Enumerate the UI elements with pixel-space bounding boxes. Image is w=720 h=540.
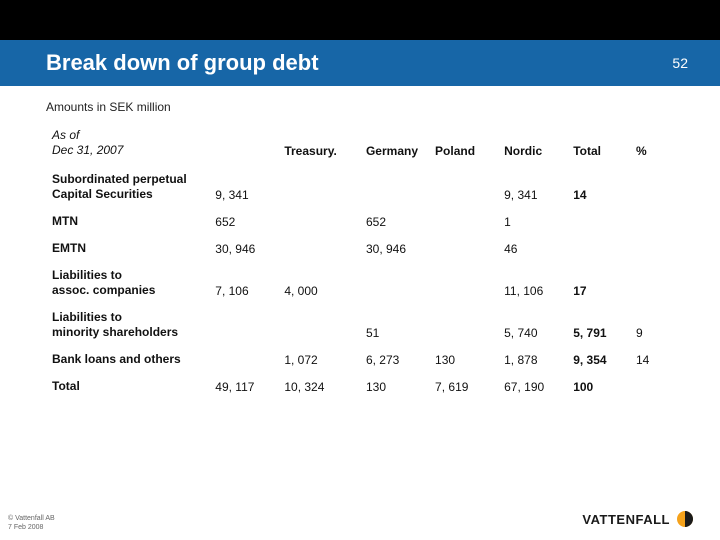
table-row: Liabilities tominority shareholders 51 5, … <box>46 304 674 346</box>
cell-pct: 14 <box>567 166 630 208</box>
asof-line1: As of <box>52 128 79 142</box>
subtitle: Amounts in SEK million <box>46 100 674 114</box>
cell-extra <box>630 235 674 262</box>
col-total: Total <box>567 124 630 166</box>
cell-extra: 9 <box>630 304 674 346</box>
col-germany: Germany <box>360 124 429 166</box>
cell-germany: 4, 000 <box>278 262 360 304</box>
page-number: 52 <box>672 55 688 71</box>
cell-germany <box>278 235 360 262</box>
cell-total: 11, 106 <box>498 262 567 304</box>
cell-pct <box>567 235 630 262</box>
row-label: EMTN <box>46 235 209 262</box>
col-treasury: Treasury. <box>278 124 360 166</box>
footer-right: VATTENFALL <box>582 508 696 530</box>
cell-total: 9, 341 <box>498 166 567 208</box>
cell-treasury <box>209 346 278 373</box>
top-black-bar <box>0 0 720 40</box>
footer-left: © Vattenfall AB 7 Feb 2008 <box>8 515 55 532</box>
row-label: Total <box>46 373 209 400</box>
cell-nordic: 7, 619 <box>429 373 498 400</box>
cell-extra <box>630 166 674 208</box>
cell-treasury <box>209 304 278 346</box>
table-row: Total49, 11710, 3241307, 61967, 190100 <box>46 373 674 400</box>
cell-pct: 5, 791 <box>567 304 630 346</box>
table-body: Subordinated perpetualCapital Securities… <box>46 166 674 400</box>
asof-line2: Dec 31, 2007 <box>52 143 123 157</box>
content: Amounts in SEK million As of Dec 31, 200… <box>0 86 720 400</box>
cell-poland <box>360 166 429 208</box>
cell-total: 1, 878 <box>498 346 567 373</box>
cell-total: 1 <box>498 208 567 235</box>
col-percent: % <box>630 124 674 166</box>
cell-nordic <box>429 235 498 262</box>
cell-treasury: 7, 106 <box>209 262 278 304</box>
col-nordic: Nordic <box>498 124 567 166</box>
cell-total: 46 <box>498 235 567 262</box>
brand-name: VATTENFALL <box>582 512 670 527</box>
row-label: Subordinated perpetualCapital Securities <box>46 166 209 208</box>
copyright-line2: 7 Feb 2008 <box>8 524 55 532</box>
col-poland: Poland <box>429 124 498 166</box>
cell-poland: 130 <box>360 373 429 400</box>
cell-pct: 100 <box>567 373 630 400</box>
cell-total: 67, 190 <box>498 373 567 400</box>
cell-germany: 1, 072 <box>278 346 360 373</box>
cell-nordic <box>429 208 498 235</box>
row-label: Bank loans and others <box>46 346 209 373</box>
cell-germany <box>278 166 360 208</box>
cell-pct <box>567 208 630 235</box>
title-bar: Break down of group debt 52 <box>0 40 720 86</box>
page-title: Break down of group debt <box>46 50 672 76</box>
cell-germany: 10, 324 <box>278 373 360 400</box>
asof-cell: As of Dec 31, 2007 <box>46 124 278 166</box>
cell-poland: 652 <box>360 208 429 235</box>
table-header-row: As of Dec 31, 2007 Treasury. Germany Pol… <box>46 124 674 166</box>
cell-extra <box>630 208 674 235</box>
cell-poland <box>360 262 429 304</box>
cell-pct: 17 <box>567 262 630 304</box>
cell-extra <box>630 373 674 400</box>
cell-total: 5, 740 <box>498 304 567 346</box>
cell-pct: 9, 354 <box>567 346 630 373</box>
table-row: Bank loans and others 1, 0726, 2731301, 8… <box>46 346 674 373</box>
cell-treasury: 30, 946 <box>209 235 278 262</box>
cell-nordic <box>429 262 498 304</box>
cell-extra <box>630 262 674 304</box>
cell-nordic <box>429 304 498 346</box>
table-row: Subordinated perpetualCapital Securities… <box>46 166 674 208</box>
cell-nordic: 130 <box>429 346 498 373</box>
table-row: MTN6526521 <box>46 208 674 235</box>
debt-table: As of Dec 31, 2007 Treasury. Germany Pol… <box>46 124 674 400</box>
table-row: EMTN30, 94630, 94646 <box>46 235 674 262</box>
copyright-line1: © Vattenfall AB <box>8 515 55 523</box>
row-label: MTN <box>46 208 209 235</box>
cell-germany <box>278 304 360 346</box>
cell-germany <box>278 208 360 235</box>
table-row: Liabilities toassoc. companies7, 1064, 0… <box>46 262 674 304</box>
cell-nordic <box>429 166 498 208</box>
cell-poland: 6, 273 <box>360 346 429 373</box>
brand-icon <box>674 508 696 530</box>
cell-poland: 30, 946 <box>360 235 429 262</box>
cell-extra: 14 <box>630 346 674 373</box>
row-label: Liabilities tominority shareholders <box>46 304 209 346</box>
cell-treasury: 49, 117 <box>209 373 278 400</box>
cell-treasury: 652 <box>209 208 278 235</box>
cell-treasury: 9, 341 <box>209 166 278 208</box>
cell-poland: 51 <box>360 304 429 346</box>
row-label: Liabilities toassoc. companies <box>46 262 209 304</box>
